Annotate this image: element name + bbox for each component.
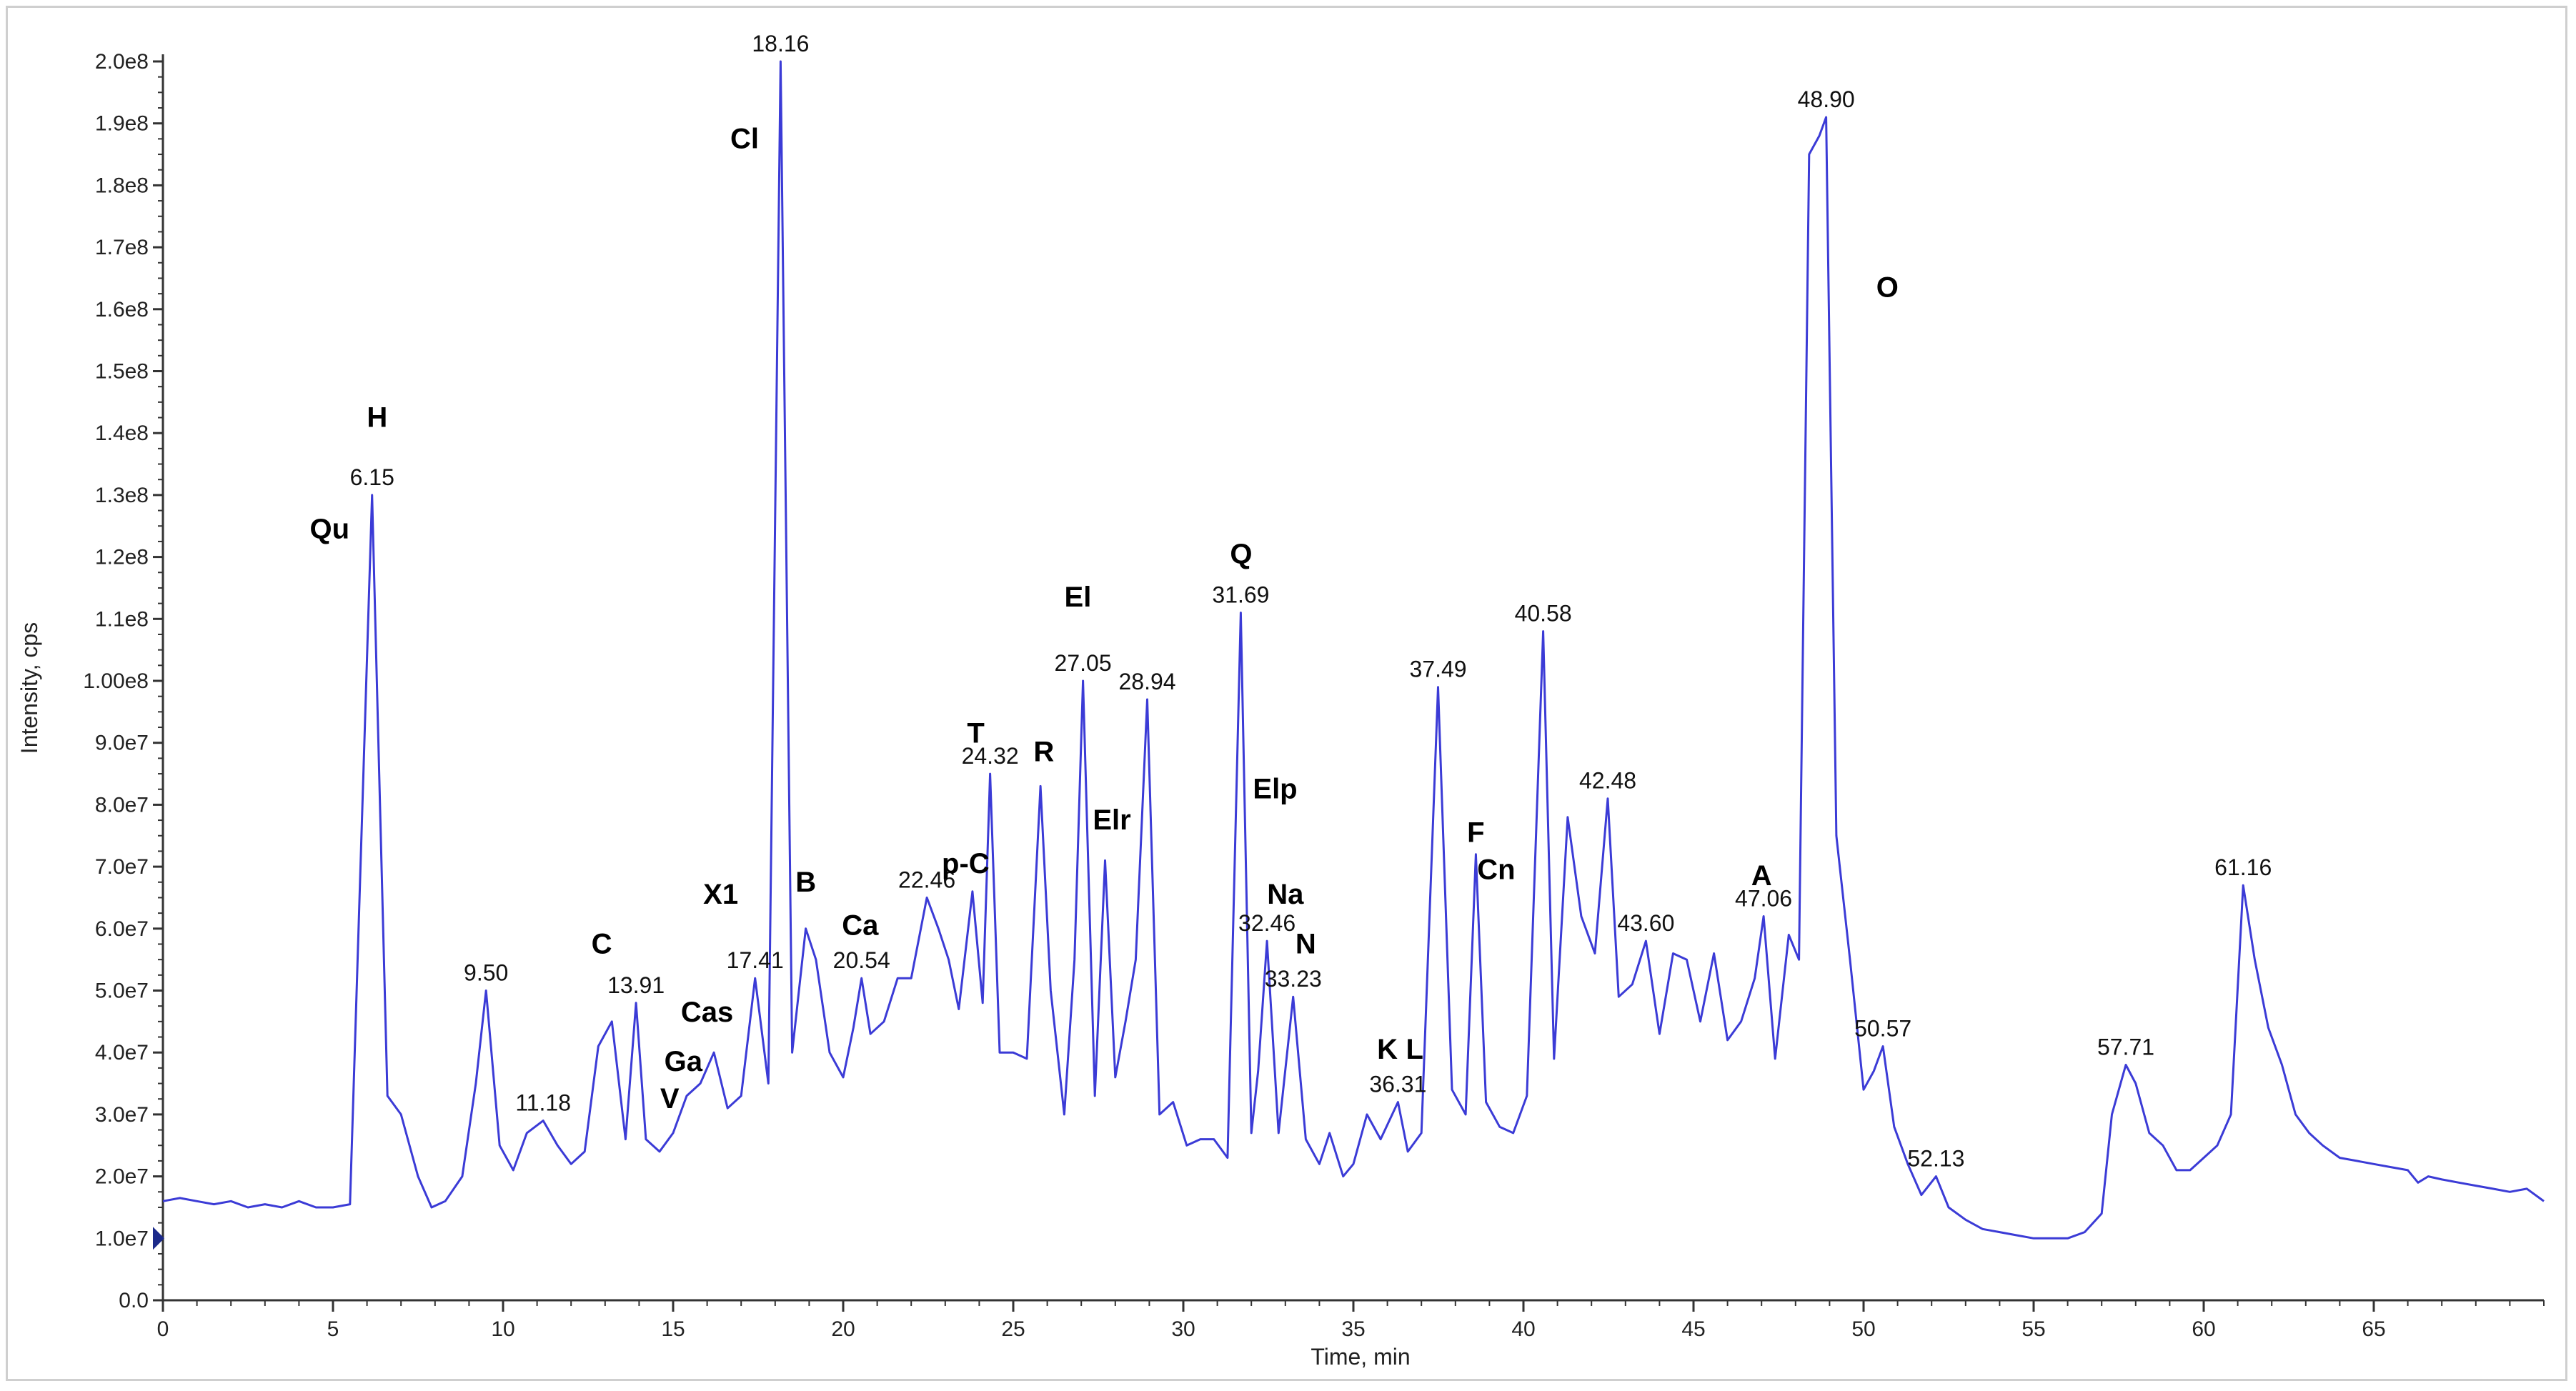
- x-tick-label: 65: [2362, 1317, 2385, 1341]
- peak-label: 33.23: [1265, 966, 1322, 992]
- x-tick-label: 0: [157, 1317, 169, 1341]
- peak-label: 17.41: [727, 947, 784, 973]
- compound-label: Ga: [665, 1046, 703, 1077]
- compound-label: A: [1751, 860, 1772, 892]
- peak-label: 28.94: [1119, 669, 1176, 694]
- peak-label: 24.32: [962, 743, 1019, 769]
- x-tick-label: 15: [661, 1317, 685, 1341]
- x-tick-label: 40: [1511, 1317, 1535, 1341]
- y-tick-label: 1.2e8: [95, 546, 149, 569]
- x-tick-label: 5: [327, 1317, 339, 1341]
- x-tick-label: 35: [1341, 1317, 1365, 1341]
- peak-label: 27.05: [1055, 650, 1112, 676]
- y-tick-label: 1.1e8: [95, 607, 149, 631]
- y-tick-label: 1.3e8: [95, 484, 149, 507]
- compound-label: Cas: [681, 997, 733, 1028]
- x-tick-label: 10: [491, 1317, 514, 1341]
- y-tick-label: 1.6e8: [95, 298, 149, 321]
- peak-label: 40.58: [1515, 601, 1572, 627]
- peak-label: 9.50: [464, 960, 508, 986]
- y-tick-label: 1.7e8: [95, 236, 149, 259]
- compound-label: El: [1065, 582, 1092, 613]
- compound-label: p-C: [942, 848, 990, 879]
- compound-label: O: [1876, 271, 1899, 303]
- compound-label: Ca: [842, 909, 879, 941]
- y-axis-ticks: 0.0 1.0e7 2.0e7 3.0e7 4.0e7 5.0e7 6.0e7 7.0e7 8.…: [83, 50, 163, 1312]
- y-tick-label: 1.8e8: [95, 174, 149, 197]
- peak-label: 57.71: [2097, 1034, 2154, 1060]
- y-tick-label: 7.0e7: [95, 855, 149, 879]
- compound-label: Elp: [1253, 774, 1297, 805]
- y-tick-label: 1.00e8: [83, 669, 149, 693]
- y-axis-title: Intensity, cps: [16, 622, 42, 754]
- compound-label: Qu: [309, 514, 349, 545]
- y-tick-label: 1.0e7: [95, 1227, 149, 1250]
- y-tick-label: 3.0e7: [95, 1103, 149, 1127]
- y-tick-label: 8.0e7: [95, 793, 149, 817]
- compound-label: V: [660, 1083, 680, 1115]
- compound-label: Q: [1230, 538, 1252, 569]
- peak-label: 52.13: [1907, 1146, 1964, 1172]
- peak-label: 20.54: [833, 947, 890, 973]
- compound-label: B: [795, 867, 816, 898]
- peak-labels: 6.15 9.50 11.18 13.91 17.41 18.16 20.54 22.46 24…: [350, 31, 2272, 1172]
- y-tick-label: 6.0e7: [95, 917, 149, 941]
- y-tick-label: 0.0: [119, 1289, 149, 1312]
- compound-label: C: [592, 928, 612, 959]
- compound-label: R: [1033, 737, 1054, 768]
- compound-label: Elr: [1093, 804, 1130, 836]
- x-tick-label: 25: [1001, 1317, 1025, 1341]
- compound-label: F: [1467, 817, 1484, 848]
- peak-label: 32.46: [1238, 910, 1296, 936]
- series-line-chromatogram: [162, 60, 2545, 1240]
- compound-labels: H Qu Cl C X1 Cas Ga V B Ca p-C T R El Elr Q Elp Na N K L F Cn A…: [309, 123, 1898, 1115]
- compound-label: Cn: [1477, 854, 1515, 885]
- compound-label: N: [1296, 928, 1316, 959]
- peak-label: 47.06: [1735, 885, 1792, 911]
- compound-label: K: [1377, 1034, 1398, 1065]
- compound-label: Cl: [730, 123, 759, 154]
- peak-label: 31.69: [1212, 582, 1269, 608]
- x-tick-label: 60: [2192, 1317, 2215, 1341]
- y-tick-label: 2.0e7: [95, 1165, 149, 1189]
- peak-label: 37.49: [1409, 657, 1466, 682]
- peak-label: 42.48: [1579, 768, 1636, 794]
- peak-label: 6.15: [350, 464, 394, 490]
- peak-label: 50.57: [1854, 1016, 1911, 1042]
- peak-label: 36.31: [1369, 1072, 1426, 1097]
- y-tick-label: 2.0e8: [95, 50, 149, 74]
- x-axis-title: Time, min: [1311, 1344, 1410, 1370]
- compound-label: L: [1406, 1034, 1423, 1065]
- peak-label: 13.91: [607, 972, 665, 998]
- peak-label: 22.46: [898, 867, 955, 892]
- y-tick-label: 1.9e8: [95, 112, 149, 136]
- x-tick-label: 30: [1171, 1317, 1195, 1341]
- compound-label: Na: [1267, 879, 1304, 910]
- compound-label: X1: [703, 879, 738, 910]
- y-tick-label: 4.0e7: [95, 1041, 149, 1065]
- baseline-marker-icon: [153, 1227, 164, 1250]
- series-layer: [162, 60, 2545, 1240]
- x-tick-label: 50: [1851, 1317, 1875, 1341]
- y-tick-label: 1.5e8: [95, 360, 149, 384]
- peak-label: 11.18: [515, 1090, 571, 1116]
- peak-label: 48.90: [1798, 86, 1855, 112]
- y-tick-label: 1.4e8: [95, 422, 149, 445]
- x-tick-label: 20: [831, 1317, 855, 1341]
- y-tick-label: 9.0e7: [95, 732, 149, 755]
- peak-label: 61.16: [2214, 854, 2272, 880]
- chart-frame: [6, 6, 2567, 1381]
- compound-label: T: [967, 718, 984, 749]
- x-tick-label: 45: [1681, 1317, 1705, 1341]
- x-axis-ticks: 0 5 10 15 20 25 30 35 40 45 50 55 60 65: [157, 1300, 2545, 1341]
- y-tick-label: 5.0e7: [95, 979, 149, 1003]
- compound-label: H: [367, 402, 387, 434]
- x-tick-label: 55: [2021, 1317, 2045, 1341]
- peak-label: 18.16: [752, 31, 809, 56]
- peak-label: 43.60: [1617, 910, 1674, 936]
